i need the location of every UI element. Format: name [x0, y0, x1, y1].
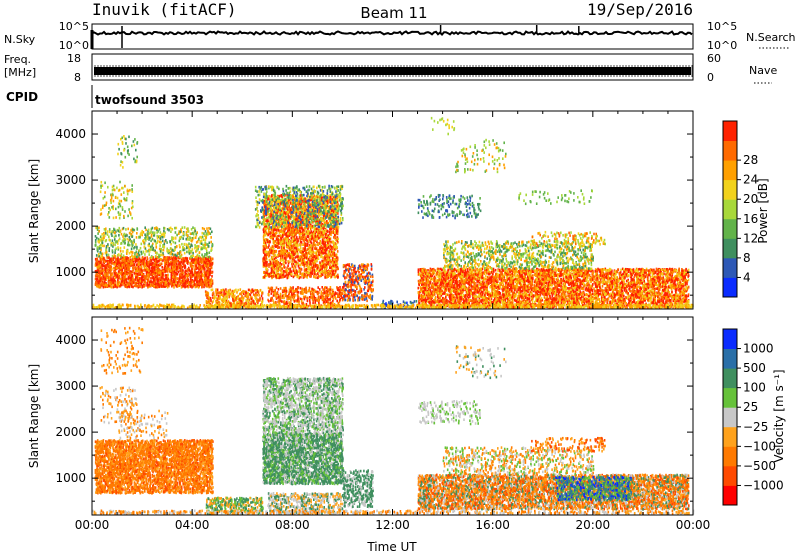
y-tick-label: 3000 — [55, 173, 86, 187]
velocity-ylabel: Slant Range [km] — [27, 364, 41, 468]
cpid-program: twofsound 3503 — [95, 93, 204, 107]
colorbar-tick-label: 4 — [743, 270, 751, 284]
colorbar-tick-label: 25 — [743, 400, 758, 414]
radar-figure: Inuvik (fitACF) Beam 11 19/Sep/2016 N.Sk… — [0, 0, 800, 554]
x-tick-label: 04:00 — [175, 518, 210, 532]
x-tick-label: 08:00 — [275, 518, 310, 532]
power-ylabel: Slant Range [km] — [27, 159, 41, 263]
colorbar-tick-label: −1000 — [743, 478, 784, 492]
nsky-tick-top: 10^5 — [59, 20, 89, 33]
freq-trace — [92, 65, 692, 77]
nsky-trace — [92, 25, 692, 49]
nave-tick-top: 60 — [707, 52, 721, 65]
x-tick-label: 00:00 — [75, 518, 110, 532]
freq-tick-bottom: 8 — [74, 71, 81, 84]
freq-panel: Freq. [MHz] 18 8 60 0 Nave — [4, 52, 777, 84]
cpid-panel: CPID twofsound 3503 — [6, 85, 204, 108]
date-title: 19/Sep/2016 — [587, 0, 693, 19]
cpid-label: CPID — [6, 90, 38, 104]
colorbar-tick-label: 1000 — [743, 342, 774, 356]
y-tick-label: 2000 — [55, 219, 86, 233]
velocity-panel: 00:00 04:00 08:00 12:00 16:00 20:00 00:00 1000 2… — [27, 317, 786, 554]
velocity-colorbar-label: Velocity [m s⁻¹] — [772, 369, 786, 462]
y-tick-label: 1000 — [55, 471, 86, 485]
freq-unit: [MHz] — [4, 66, 36, 79]
nave-label: Nave — [749, 64, 777, 77]
freq-tick-top: 18 — [67, 52, 81, 65]
velocity-heatmap — [92, 327, 694, 516]
y-tick-label: 4000 — [55, 127, 86, 141]
freq-label: Freq. — [4, 53, 31, 66]
x-tick-label: 00:00 — [676, 518, 711, 532]
nsky-label: N.Sky — [4, 33, 36, 46]
station-title: Inuvik (fitACF) — [92, 0, 237, 19]
power-heatmap — [92, 117, 694, 309]
nsearch-label: N.Search — [746, 31, 796, 44]
colorbar-tick-label: 500 — [743, 361, 766, 375]
y-tick-label: 1000 — [55, 265, 86, 279]
colorbar-tick-label: 28 — [743, 153, 758, 167]
y-tick-label: 4000 — [55, 333, 86, 347]
colorbar-tick-label: 100 — [743, 381, 766, 395]
colorbar-tick-label: −25 — [743, 420, 768, 434]
nave-tick-bottom: 0 — [707, 71, 714, 84]
x-tick-label: 16:00 — [475, 518, 510, 532]
nsky-panel: N.Sky 10^5 10^0 10^5 10^0 N.Search — [4, 20, 796, 52]
nsearch-tick-top: 10^5 — [707, 20, 737, 33]
nsearch-tick-bottom: 10^0 — [707, 39, 737, 52]
nsky-tick-bottom: 10^0 — [59, 39, 89, 52]
colorbar-tick-label: 8 — [743, 251, 751, 265]
y-tick-label: 2000 — [55, 425, 86, 439]
power-colorbar-label: Power [dB] — [756, 178, 770, 243]
y-tick-label: 3000 — [55, 379, 86, 393]
x-tick-label: 20:00 — [576, 518, 611, 532]
x-tick-label: 12:00 — [375, 518, 410, 532]
x-axis-label: Time UT — [366, 540, 417, 554]
beam-title: Beam 11 — [360, 4, 427, 22]
